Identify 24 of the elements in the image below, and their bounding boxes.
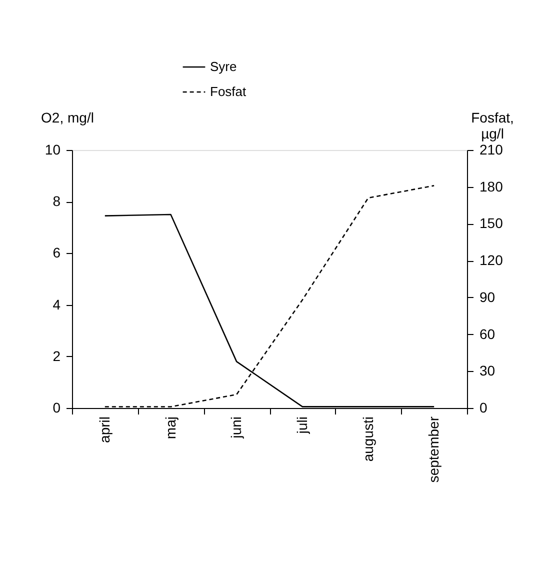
x-tick-label: maj — [162, 416, 178, 440]
legend-label: Fosfat — [210, 84, 247, 99]
x-tick-label: april — [96, 416, 112, 443]
y2-tick-label: 90 — [480, 288, 496, 305]
y2-tick-label: 180 — [480, 178, 504, 194]
x-tick-label: augusti — [360, 416, 376, 462]
y2-tick-label: 150 — [480, 215, 504, 232]
y-axis-title: O2, mg/l — [41, 110, 94, 126]
y2-tick-label: 210 — [480, 142, 504, 158]
y2-tick-label: 30 — [480, 362, 496, 379]
y2-axis-title: Fosfat, µg/l — [471, 110, 514, 142]
y-tick-label: 4 — [52, 296, 61, 312]
y-tick-label: 0 — [52, 400, 61, 416]
y-tick-label: 8 — [52, 193, 61, 210]
x-tick-label: september — [426, 416, 442, 483]
y-tick-label: 2 — [52, 348, 61, 364]
legend-label: Syre — [210, 59, 237, 74]
x-tick-label: juli — [294, 416, 310, 435]
y-tick-label: 6 — [52, 244, 61, 261]
y2-tick-label: 120 — [480, 252, 504, 268]
x-tick-label: juni — [228, 416, 244, 440]
y2-tick-label: 60 — [480, 326, 496, 342]
y-tick-label: 10 — [44, 142, 61, 158]
y2-tick-label: 0 — [480, 400, 488, 416]
